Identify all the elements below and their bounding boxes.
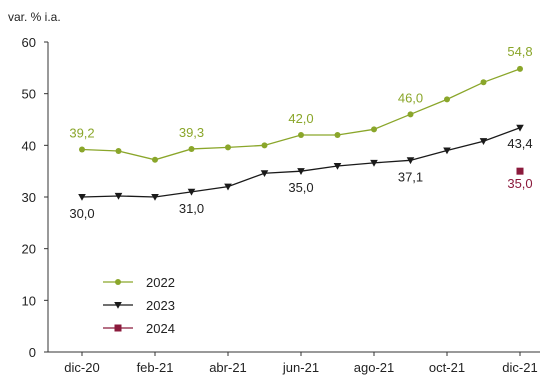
y-tick-label: 10	[22, 293, 36, 308]
data-point-2023	[151, 193, 159, 201]
data-point-2023	[479, 138, 488, 145]
series-2022	[79, 65, 523, 163]
data-point-2022	[298, 132, 304, 138]
legend-marker	[115, 279, 121, 285]
data-point-2023	[406, 157, 415, 165]
data-point-2022	[407, 111, 414, 118]
data-point-2022	[480, 79, 487, 86]
data-point-2023	[78, 193, 86, 201]
data-point-2023	[370, 159, 378, 167]
data-point-2022	[371, 126, 377, 133]
legend-item-2024: 2024	[103, 321, 175, 336]
y-tick-label: 0	[29, 345, 36, 360]
legend-item-2022: 2022	[103, 275, 175, 290]
data-label-2022: 39,2	[69, 125, 94, 140]
data-point-2022	[444, 96, 450, 103]
y-tick-label: 30	[22, 190, 36, 205]
y-tick-label: 60	[22, 35, 36, 50]
x-tick-label: dic-21	[502, 360, 537, 375]
data-label-2022: 46,0	[398, 90, 423, 105]
x-tick-label: ago-21	[354, 360, 394, 375]
data-point-2022	[115, 148, 122, 155]
data-point-2023	[333, 162, 342, 170]
data-point-2023	[260, 170, 269, 178]
data-point-2022	[517, 65, 523, 72]
data-label-2022: 54,8	[507, 44, 532, 59]
x-tick-label: abr-21	[209, 360, 247, 375]
data-point-2023	[516, 124, 524, 132]
data-label-2023: 37,1	[398, 169, 423, 184]
data-point-2022	[225, 144, 231, 151]
data-point-2022	[188, 145, 195, 152]
legend-marker	[114, 301, 122, 309]
legend-item-2023: 2023	[103, 298, 175, 313]
data-labels: 39,2 39,3 42,0 46,0 54,8 30,0 31,0 35,0 37,1 43,4…	[69, 44, 532, 221]
data-label-2023: 30,0	[69, 206, 94, 221]
series-2023	[78, 124, 524, 201]
x-tick-label: jun-21	[282, 360, 319, 375]
data-point-2023	[443, 147, 451, 155]
y-axis-label: var. % i.a.	[8, 10, 61, 24]
data-point-2023	[297, 168, 305, 175]
data-point-2022	[79, 146, 85, 153]
data-point-2023	[114, 192, 123, 200]
legend-label: 2023	[146, 298, 175, 313]
data-label-2022: 42,0	[288, 111, 313, 126]
data-point-2022	[261, 142, 268, 149]
data-label-2023: 35,0	[288, 180, 313, 195]
x-tick-label: feb-21	[137, 360, 174, 375]
data-label-2022: 39,3	[179, 125, 204, 140]
data-point-2023	[224, 183, 232, 191]
y-tick-label: 40	[22, 138, 36, 153]
y-tick-label: 20	[22, 242, 36, 257]
data-label-2023: 43,4	[507, 136, 532, 151]
legend-label: 2024	[146, 321, 175, 336]
x-ticks: dic-20 feb-21 abr-21 jun-21 ago-21 oct-21 dic-…	[64, 352, 538, 375]
data-point-2022	[152, 156, 158, 163]
data-label-2024: 35,0	[507, 176, 532, 191]
series-2024	[516, 167, 524, 175]
y-tick-label: 50	[22, 87, 36, 102]
x-tick-label: oct-21	[429, 360, 465, 375]
data-point-2023	[187, 188, 196, 196]
legend-marker	[114, 324, 122, 332]
data-point-2022	[334, 132, 341, 138]
y-ticks: 0 10 20 30 40 50 60	[22, 35, 48, 360]
legend-label: 2022	[146, 275, 175, 290]
series-layer	[78, 65, 524, 201]
legend: 2022 2023 2024	[103, 275, 175, 336]
data-label-2023: 31,0	[179, 201, 204, 216]
data-point-2024	[516, 167, 524, 175]
x-tick-label: dic-20	[64, 360, 99, 375]
